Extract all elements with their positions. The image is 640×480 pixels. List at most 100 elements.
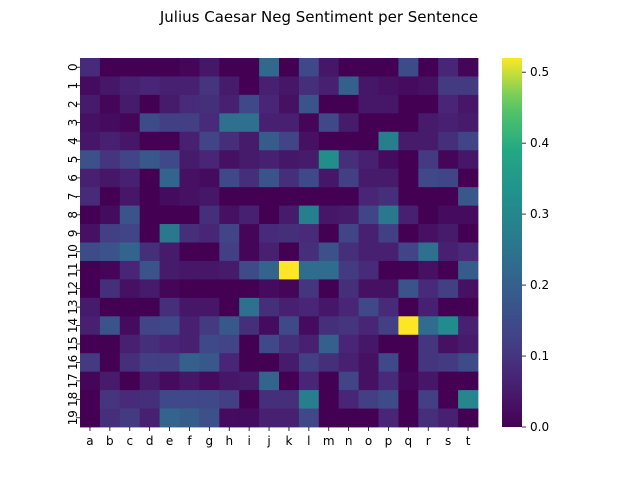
heatmap-cell [139, 113, 160, 133]
heatmap-cell [159, 260, 180, 280]
heatmap-cell [99, 58, 121, 77]
heatmap-cell [219, 205, 240, 225]
heatmap-cell [219, 390, 240, 409]
heatmap-cell [298, 224, 320, 243]
heatmap-cell [458, 205, 479, 225]
heatmap-cell [159, 113, 180, 133]
heatmap-cell [99, 408, 121, 428]
heatmap-cell [438, 150, 459, 170]
heatmap-cell [318, 334, 340, 354]
heatmap-cell [159, 58, 180, 77]
heatmap-cell [418, 58, 439, 77]
heatmap-cell [378, 297, 399, 317]
heatmap-cell [398, 371, 419, 391]
heatmap-cell [358, 58, 379, 77]
heatmap-cell [159, 187, 180, 206]
heatmap-cell [298, 260, 320, 280]
heatmap-cell [318, 205, 340, 225]
y-tick-label: 11 [66, 263, 80, 278]
heatmap-cell [80, 224, 101, 243]
heatmap-cell [159, 224, 180, 243]
heatmap-cell [139, 260, 160, 280]
heatmap-cell [199, 205, 220, 225]
heatmap-cell [139, 150, 160, 170]
heatmap-cell [398, 316, 419, 336]
heatmap-cell [259, 205, 280, 225]
heatmap-cell [219, 371, 240, 391]
heatmap-cell [80, 94, 101, 114]
heatmap-cell [298, 408, 320, 428]
heatmap-cell [99, 205, 121, 225]
heatmap-cell [438, 187, 459, 206]
heatmap-cell [139, 224, 160, 243]
heatmap-cell [119, 390, 141, 409]
heatmap-cell [80, 408, 101, 428]
heatmap-cell [119, 58, 141, 77]
heatmap-cell [378, 334, 399, 354]
heatmap-cell [259, 131, 280, 151]
heatmap-cell [199, 408, 220, 428]
colorbar-tick-label: 0.2 [530, 278, 549, 292]
heatmap-cell [318, 371, 340, 391]
heatmap-cell [239, 58, 260, 77]
heatmap-cell [458, 58, 479, 77]
heatmap-cell [458, 279, 479, 299]
heatmap-cell [99, 224, 121, 243]
heatmap-cell [338, 94, 359, 114]
y-tick-label: 19 [66, 410, 80, 425]
colorbar-tick-label: 0.3 [530, 207, 549, 221]
heatmap-cell [119, 113, 141, 133]
heatmap-cell [139, 187, 160, 206]
heatmap-cell [418, 187, 439, 206]
heatmap-cell [259, 390, 280, 409]
heatmap-cell [239, 390, 260, 409]
heatmap-cell [139, 131, 160, 151]
heatmap-cell [119, 187, 141, 206]
y-tick-label: 7 [66, 193, 80, 201]
heatmap-cell [358, 94, 379, 114]
x-tick-label: k [285, 434, 292, 448]
colorbar-ticks: 0.0 0.1 0.2 0.3 0.4 0.5 [522, 65, 549, 434]
heatmap-cell [398, 113, 419, 133]
heatmap-cell [418, 224, 439, 243]
heatmap-cell [259, 76, 280, 96]
heatmap-cell [239, 334, 260, 354]
x-tick-label: p [385, 434, 393, 448]
heatmap-cell [199, 76, 220, 96]
chart-title: Julius Caesar Neg Sentiment per Sentence [159, 8, 478, 26]
heatmap-cell [458, 187, 479, 206]
heatmap-cell [80, 390, 101, 409]
y-tick-label: 16 [66, 355, 80, 370]
heatmap-cell [99, 187, 121, 206]
y-tick-label: 18 [66, 392, 80, 407]
heatmap-cell [99, 334, 121, 354]
heatmap-cell [438, 353, 459, 373]
heatmap-cell [318, 408, 340, 428]
x-tick-label: l [307, 434, 310, 448]
heatmap-cell [80, 131, 101, 151]
x-tick-label: b [106, 434, 114, 448]
heatmap-cell [279, 150, 300, 170]
heatmap-cell [239, 224, 260, 243]
heatmap-cell [80, 76, 101, 96]
heatmap-cell [298, 279, 320, 299]
x-tick-label: a [86, 434, 93, 448]
heatmap-cell [418, 279, 439, 299]
heatmap-cell [179, 113, 200, 133]
heatmap-cell [418, 113, 439, 133]
y-tick-label: 17 [66, 373, 80, 388]
heatmap-cell [318, 260, 340, 280]
heatmap-cell [139, 390, 160, 409]
heatmap-cell [80, 260, 101, 280]
heatmap-cell [80, 113, 101, 133]
heatmap-cell [398, 279, 419, 299]
x-tick-label: n [345, 434, 353, 448]
heatmap-cell [119, 131, 141, 151]
heatmap-cell [179, 94, 200, 114]
heatmap-cell [199, 260, 220, 280]
heatmap-cell [239, 297, 260, 317]
heatmap-cell [80, 242, 101, 262]
colorbar [502, 58, 522, 427]
heatmap-cell [279, 94, 300, 114]
